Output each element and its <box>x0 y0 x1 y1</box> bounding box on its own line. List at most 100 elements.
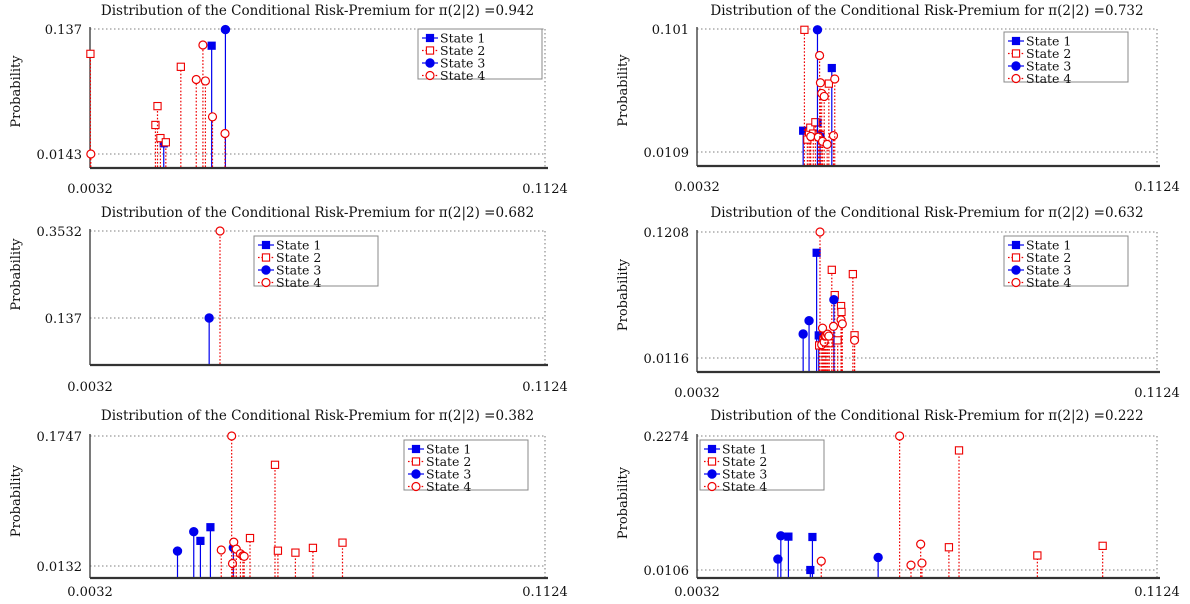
legend-box <box>417 28 543 80</box>
marker-circle-open <box>227 431 237 441</box>
series-state-1 <box>784 532 817 577</box>
marker-square-open <box>261 253 271 262</box>
x-tick-label: 0.1124 <box>522 182 568 197</box>
marker-circle-filled <box>425 58 435 68</box>
marker-circle-open <box>191 74 201 85</box>
series-state-2 <box>86 49 185 167</box>
marker-square-open <box>273 546 283 555</box>
marker-circle-open <box>239 551 249 561</box>
marker-circle-filled <box>189 527 199 537</box>
series-state-1 <box>812 248 823 371</box>
marker-circle-filled <box>798 329 808 339</box>
marker-circle-open <box>815 227 825 237</box>
series-state-3 <box>220 24 231 167</box>
marker-circle-open <box>216 545 226 555</box>
marker-square-open <box>707 457 717 466</box>
chart-panel-3: Distribution of the Conditional Risk-Pre… <box>9 205 568 395</box>
marker-square-open <box>291 548 300 557</box>
marker-circle-open <box>837 319 847 329</box>
y-axis-label: Probability <box>9 238 24 311</box>
series-state-4 <box>215 226 225 364</box>
marker-circle-filled <box>829 295 839 305</box>
chart-title: Distribution of the Conditional Risk-Pre… <box>101 205 534 221</box>
marker-circle-filled <box>411 469 421 479</box>
marker-circle-open <box>411 481 421 492</box>
x-tick-label: 0.0032 <box>674 180 720 195</box>
legend-label: State 3 <box>440 56 485 71</box>
chart-panel-1: Distribution of the Conditional Risk-Pre… <box>9 3 568 197</box>
y-axis-label: Probability <box>616 258 631 331</box>
series-state-2 <box>245 460 347 577</box>
marker-square-open <box>944 543 954 552</box>
legend-label: State 2 <box>1026 250 1071 265</box>
chart-panel-5: Distribution of the Conditional Risk-Pre… <box>9 408 568 600</box>
marker-circle-open <box>828 131 839 141</box>
marker-circle-open <box>822 139 832 149</box>
y-tick-label: 0.0116 <box>644 352 690 367</box>
legend-box <box>403 439 529 491</box>
marker-square-filled <box>425 33 435 43</box>
series-state-3 <box>204 313 214 364</box>
marker-circle-filled <box>261 265 271 275</box>
marker-square-open <box>800 25 809 34</box>
x-tick-label: 0.0032 <box>67 585 113 600</box>
legend-label: State 1 <box>1026 34 1071 49</box>
marker-square-open <box>1033 551 1042 560</box>
marker-circle-open <box>707 481 717 492</box>
chart-title: Distribution of the Conditional Risk-Pre… <box>710 205 1143 221</box>
legend-label: State 2 <box>426 454 471 469</box>
legend-box <box>253 235 379 287</box>
series-state-1 <box>196 523 215 577</box>
marker-circle-filled <box>773 554 783 564</box>
x-tick-label: 0.0032 <box>67 380 113 395</box>
marker-circle-open <box>916 539 926 549</box>
y-axis-label: Probability <box>9 55 24 128</box>
marker-circle-open <box>425 70 435 81</box>
chart-panel-4: Distribution of the Conditional Risk-Pre… <box>616 205 1180 401</box>
legend-label: State 3 <box>276 263 321 278</box>
marker-circle-open <box>1011 277 1021 288</box>
y-tick-label: 0.137 <box>45 23 82 38</box>
legend-label: State 4 <box>1026 71 1071 86</box>
x-tick-label: 0.1124 <box>522 585 568 600</box>
y-tick-label: 0.1208 <box>644 226 690 241</box>
y-tick-label: 0.0143 <box>37 148 83 163</box>
y-tick-label: 0.3532 <box>37 225 83 240</box>
marker-square-filled <box>827 63 836 73</box>
marker-square-open <box>161 138 170 147</box>
chart-panel-2: Distribution of the Conditional Risk-Pre… <box>616 3 1180 195</box>
marker-square-open <box>156 133 165 143</box>
x-tick-label: 0.1124 <box>1134 180 1180 195</box>
marker-circle-open <box>207 112 218 122</box>
marker-square-open <box>827 265 836 274</box>
chart-title: Distribution of the Conditional Risk-Pre… <box>101 408 534 424</box>
chart-panel-6: Distribution of the Conditional Risk-Pre… <box>616 408 1180 600</box>
marker-circle-filled <box>204 313 214 323</box>
marker-circle-open <box>815 78 826 88</box>
legend-label: State 3 <box>1026 59 1071 74</box>
marker-square-open <box>837 307 846 317</box>
marker-square-open <box>338 538 347 547</box>
chart-title: Distribution of the Conditional Risk-Pre… <box>710 3 1143 19</box>
legend-label: State 1 <box>1026 238 1071 253</box>
chart-title: Distribution of the Conditional Risk-Pre… <box>101 3 534 19</box>
marker-square-open <box>86 49 95 59</box>
marker-square-open <box>151 120 160 130</box>
marker-square-open <box>153 101 162 111</box>
marker-circle-open <box>814 50 825 61</box>
legend-box <box>699 439 825 491</box>
y-axis-label: Probability <box>616 54 631 127</box>
x-tick-label: 0.0032 <box>674 386 720 401</box>
legend-label: State 4 <box>276 275 321 290</box>
marker-circle-filled <box>1011 265 1021 275</box>
legend-label: State 3 <box>1026 263 1071 278</box>
x-tick-label: 0.0032 <box>674 585 720 600</box>
marker-square-filled <box>411 444 421 454</box>
marker-circle-open <box>806 131 816 142</box>
legend-label: State 4 <box>1026 275 1071 290</box>
marker-circle-filled <box>707 469 717 479</box>
